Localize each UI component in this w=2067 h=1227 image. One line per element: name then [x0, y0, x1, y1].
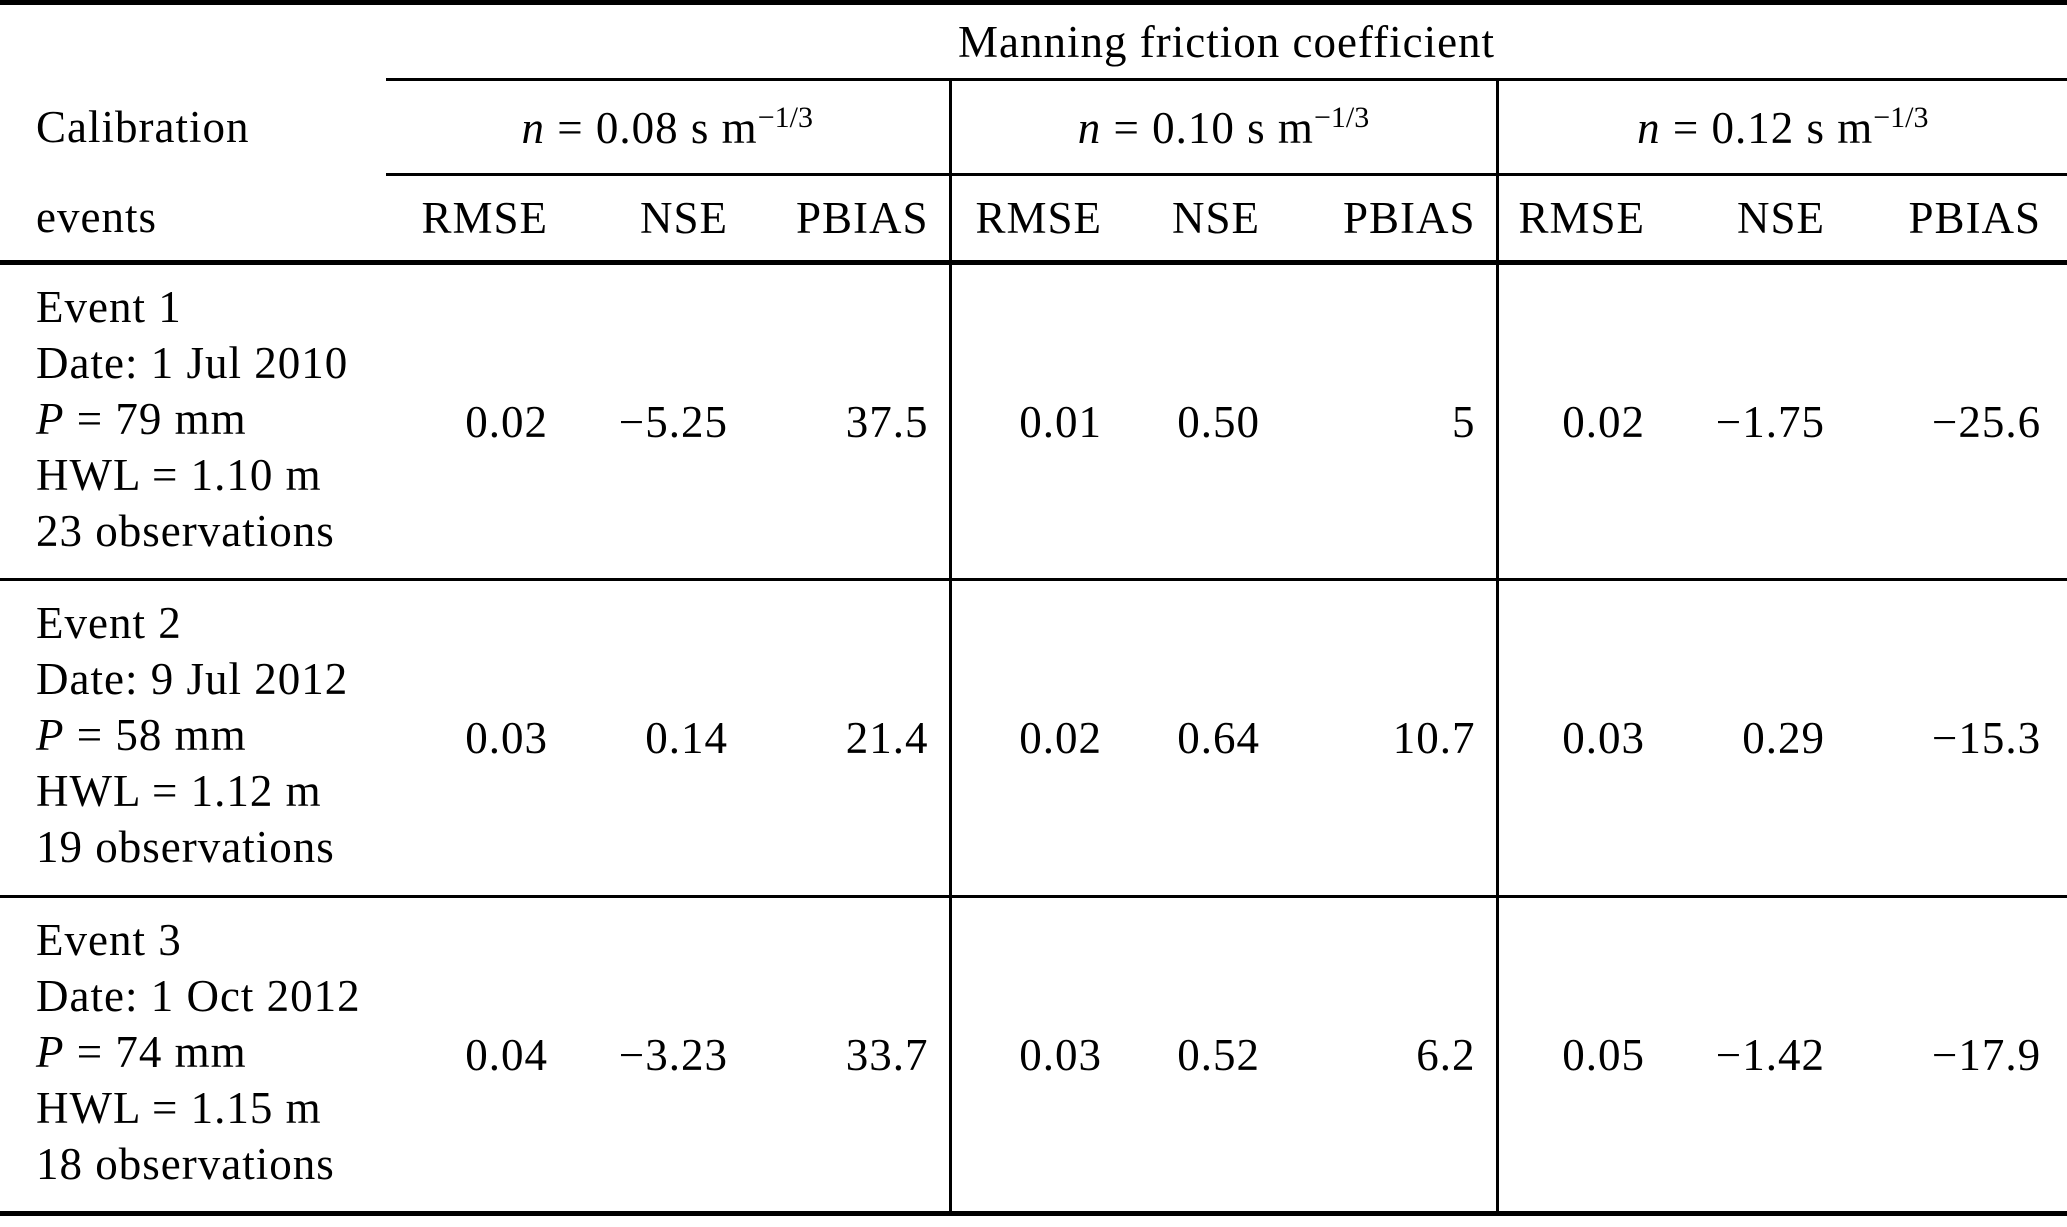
- event-precipitation: P = 79 mm: [36, 391, 386, 447]
- metric-header-pbias: PBIAS: [748, 174, 950, 265]
- n-variable: n: [1637, 102, 1661, 153]
- metric-value: 0.03: [1495, 579, 1665, 898]
- metric-header-nse: NSE: [568, 174, 748, 265]
- metric-value: 0.29: [1665, 579, 1845, 898]
- p-value: = 74 mm: [64, 1027, 247, 1077]
- n-value: = 0.10 s m: [1101, 102, 1314, 153]
- metric-header-nse: NSE: [1665, 174, 1845, 265]
- metric-value: 0.01: [948, 262, 1122, 581]
- metric-value: −17.9: [1931, 1029, 2042, 1080]
- metric-value: 10.7: [1280, 579, 1497, 898]
- event-hwl: HWL = 1.12 m: [36, 766, 322, 816]
- metric-value: 0.03: [386, 579, 568, 898]
- p-variable: P: [36, 394, 65, 444]
- table-row: Manning friction coefficient: [0, 2, 2067, 81]
- metric-value: 0.03: [948, 896, 1122, 1214]
- metric-value: 0.04: [465, 1029, 548, 1080]
- n-variable: n: [521, 102, 546, 153]
- event-hwl: HWL = 1.10 m: [36, 450, 322, 500]
- event-observations: 23 observations: [36, 506, 335, 556]
- metric-value: 0.02: [386, 262, 568, 581]
- event-precipitation: P = 74 mm: [36, 1024, 386, 1080]
- event-description: Event 2 Date: 9 Jul 2012 P = 58 mm HWL =…: [0, 579, 386, 898]
- row-header-calibration: Calibration: [36, 102, 250, 152]
- n-exponent: −1/3: [1313, 100, 1370, 134]
- group-header-n012: n = 0.12 s m−1/3: [1495, 79, 2067, 176]
- metric-value: 5: [1280, 262, 1497, 581]
- corner-cell: [0, 3, 386, 80]
- table-row-event-2: Event 2 Date: 9 Jul 2012 P = 58 mm HWL =…: [0, 579, 2067, 898]
- event-observations: 18 observations: [36, 1139, 335, 1189]
- event-name: Event 1: [36, 282, 182, 332]
- event-name: Event 2: [36, 598, 182, 648]
- metric-value: −5.25: [568, 262, 748, 581]
- metric-value: 0.02: [948, 579, 1122, 898]
- event-hwl: HWL = 1.15 m: [36, 1083, 322, 1133]
- p-variable: P: [36, 1027, 65, 1077]
- n-value: = 0.08 s m: [545, 102, 758, 153]
- event-date: Date: 1 Jul 2010: [36, 338, 349, 388]
- metric-value: −25.6: [1845, 262, 2067, 581]
- metric-value: 0.50: [1122, 262, 1280, 581]
- metric-value: −3.23: [618, 1029, 728, 1080]
- group-header-n008: n = 0.08 s m−1/3: [386, 79, 950, 176]
- metric-header-rmse: RMSE: [1495, 174, 1665, 265]
- table-row-event-3: Event 3 Date: 1 Oct 2012 P = 74 mm HWL =…: [0, 896, 2067, 1214]
- metric-value: 37.5: [748, 262, 950, 581]
- table-row: events RMSE NSE PBIAS RMSE NSE PBIAS RMS…: [0, 174, 2067, 265]
- metric-value: 0.02: [1495, 262, 1665, 581]
- metric-value: 0.52: [1177, 1029, 1260, 1080]
- event-description: Event 1 Date: 1 Jul 2010 P = 79 mm HWL =…: [0, 262, 386, 581]
- event-date: Date: 9 Jul 2012: [36, 654, 349, 704]
- n-exponent: −1/3: [1873, 100, 1929, 134]
- metric-value: 0.05: [1495, 896, 1665, 1214]
- metric-header-nse: NSE: [1122, 174, 1280, 265]
- group-header-n010: n = 0.10 s m−1/3: [948, 79, 1497, 176]
- metric-value: 0.14: [568, 579, 748, 898]
- metric-value: 6.2: [1416, 1029, 1476, 1080]
- event-description: Event 3 Date: 1 Oct 2012 P = 74 mm HWL =…: [0, 897, 386, 1214]
- event-observations: 19 observations: [36, 822, 335, 872]
- metric-header-rmse: RMSE: [386, 174, 568, 265]
- n-value: = 0.12 s m: [1660, 102, 1874, 153]
- metric-value: 0.64: [1122, 579, 1280, 898]
- metric-header-pbias: PBIAS: [1845, 174, 2067, 265]
- metric-header-rmse: RMSE: [948, 174, 1122, 265]
- table-row-event-1: Event 1 Date: 1 Jul 2010 P = 79 mm HWL =…: [0, 262, 2067, 581]
- metric-header-pbias: PBIAS: [1280, 174, 1497, 265]
- p-value: = 79 mm: [64, 394, 247, 444]
- metric-value: −1.42: [1715, 1029, 1825, 1080]
- table-row: Calibration n = 0.08 s m−1/3 n = 0.10 s …: [0, 79, 2067, 176]
- p-value: = 58 mm: [64, 710, 247, 760]
- n-exponent: −1/3: [757, 100, 813, 134]
- metric-value: 33.7: [845, 1029, 929, 1080]
- metric-value: 21.4: [748, 579, 950, 898]
- event-name: Event 3: [36, 915, 182, 965]
- row-header-events: events: [0, 174, 386, 265]
- table-title: Manning friction coefficient: [386, 2, 2067, 81]
- event-precipitation: P = 58 mm: [36, 707, 386, 763]
- metric-value: −15.3: [1845, 579, 2067, 898]
- metric-value: −1.75: [1665, 262, 1845, 581]
- n-variable: n: [1077, 102, 1102, 153]
- p-variable: P: [36, 710, 65, 760]
- event-date: Date: 1 Oct 2012: [36, 971, 361, 1021]
